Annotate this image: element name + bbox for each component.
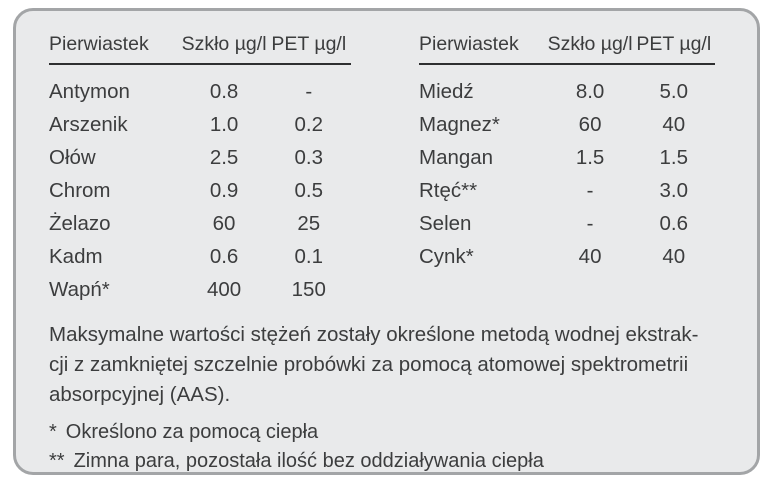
elements-table-right: Pierwiastek Szkło µg/l PET µg/l Miedź 8.… bbox=[419, 33, 715, 273]
glass-value-cell: 2.5 bbox=[209, 145, 239, 169]
glass-value-cell: 0.8 bbox=[209, 79, 239, 103]
glass-value-cell: 0.6 bbox=[209, 244, 239, 268]
glass-value-cell: 60 bbox=[578, 112, 602, 136]
pet-value-cell: 0.6 bbox=[659, 211, 689, 235]
element-name-cell: Magnez* bbox=[419, 112, 500, 136]
element-name-cell: Cynk* bbox=[419, 244, 474, 268]
tables-container: Pierwiastek Szkło µg/l PET µg/l Antymon … bbox=[49, 33, 729, 306]
element-name-cell: Selen bbox=[419, 211, 472, 235]
pet-value-cell: 25 bbox=[297, 211, 321, 235]
method-note: Maksymalne wartości stężeń zostały okreś… bbox=[49, 320, 729, 410]
glass-value-cell: 1.0 bbox=[209, 112, 239, 136]
info-panel: Pierwiastek Szkło µg/l PET µg/l Antymon … bbox=[13, 8, 760, 475]
element-name-cell: Żelazo bbox=[49, 211, 111, 235]
pet-value-cell: 0.2 bbox=[294, 112, 324, 136]
pet-value-cell: 40 bbox=[662, 244, 686, 268]
pet-value-cell: 0.1 bbox=[294, 244, 324, 268]
element-name-cell: Wapń* bbox=[49, 277, 110, 301]
pet-value-cell: 3.0 bbox=[659, 178, 689, 202]
footnote-text: Określono za pomocą ciepła bbox=[65, 421, 319, 443]
footnote: * Określono za pomocą ciepła bbox=[49, 418, 729, 447]
table-row: Ołów 2.5 0.3 bbox=[49, 141, 351, 174]
element-name-cell: Antymon bbox=[49, 79, 130, 103]
column-header-glass: Szkło µg/l bbox=[547, 33, 633, 65]
element-name-cell: Rtęć** bbox=[419, 178, 478, 202]
table-row: Kadm 0.6 0.1 bbox=[49, 240, 351, 273]
element-name-cell: Chrom bbox=[49, 178, 111, 202]
table-row: Arszenik 1.0 0.2 bbox=[49, 108, 351, 141]
glass-value-cell: 60 bbox=[212, 211, 236, 235]
pet-value-cell: 0.5 bbox=[294, 178, 324, 202]
footnote-marker: ** bbox=[49, 450, 65, 472]
footnote-marker: * bbox=[49, 421, 57, 443]
footnotes: * Określono za pomocą ciepła ** Zimna para… bbox=[49, 418, 729, 472]
element-name-cell: Kadm bbox=[49, 244, 103, 268]
table-row: Antymon 0.8 - bbox=[49, 64, 351, 108]
note-line: cji z zamkniętej szczelnie probówki za p… bbox=[49, 353, 689, 376]
table-row: Żelazo 60 25 bbox=[49, 207, 351, 240]
glass-value-cell: 40 bbox=[578, 244, 602, 268]
pet-value-cell: - bbox=[305, 79, 313, 103]
element-name-cell: Arszenik bbox=[49, 112, 128, 136]
header-row: Pierwiastek Szkło µg/l PET µg/l bbox=[49, 33, 351, 65]
table-row: Mangan 1.5 1.5 bbox=[419, 141, 715, 174]
column-header-glass: Szkło µg/l bbox=[181, 33, 267, 65]
column-header-pet: PET µg/l bbox=[632, 33, 715, 65]
glass-value-cell: 8.0 bbox=[575, 79, 605, 103]
glass-value-cell: 400 bbox=[206, 277, 242, 301]
note-line: absorpcyjnej (AAS). bbox=[49, 383, 231, 406]
pet-value-cell: 0.3 bbox=[294, 145, 324, 169]
elements-table-left: Pierwiastek Szkło µg/l PET µg/l Antymon … bbox=[49, 33, 351, 306]
element-name-cell: Miedź bbox=[419, 79, 474, 103]
pet-value-cell: 1.5 bbox=[659, 145, 689, 169]
element-name-cell: Mangan bbox=[419, 145, 494, 169]
column-header-element: Pierwiastek bbox=[419, 33, 548, 65]
table-row: Selen - 0.6 bbox=[419, 207, 715, 240]
header-row: Pierwiastek Szkło µg/l PET µg/l bbox=[419, 33, 715, 65]
pet-value-cell: 40 bbox=[662, 112, 686, 136]
column-header-element: Pierwiastek bbox=[49, 33, 182, 65]
table-row: Miedź 8.0 5.0 bbox=[419, 64, 715, 108]
footnote-text: Zimna para, pozostała ilość bez oddziały… bbox=[73, 450, 544, 472]
pet-value-cell: 5.0 bbox=[659, 79, 689, 103]
glass-value-cell: 1.5 bbox=[575, 145, 605, 169]
note-line: Maksymalne wartości stężeń zostały okreś… bbox=[49, 323, 699, 346]
table-row: Cynk* 40 40 bbox=[419, 240, 715, 273]
footnote: ** Zimna para, pozostała ilość bez oddzia… bbox=[49, 447, 729, 472]
column-header-pet: PET µg/l bbox=[266, 33, 351, 65]
table-row: Wapń* 400 150 bbox=[49, 273, 351, 306]
table-row: Magnez* 60 40 bbox=[419, 108, 715, 141]
table-row: Chrom 0.9 0.5 bbox=[49, 174, 351, 207]
glass-value-cell: - bbox=[586, 178, 594, 202]
element-name-cell: Ołów bbox=[49, 145, 96, 169]
pet-value-cell: 150 bbox=[291, 277, 326, 301]
glass-value-cell: - bbox=[586, 211, 594, 235]
glass-value-cell: 0.9 bbox=[209, 178, 239, 202]
table-row: Rtęć** - 3.0 bbox=[419, 174, 715, 207]
